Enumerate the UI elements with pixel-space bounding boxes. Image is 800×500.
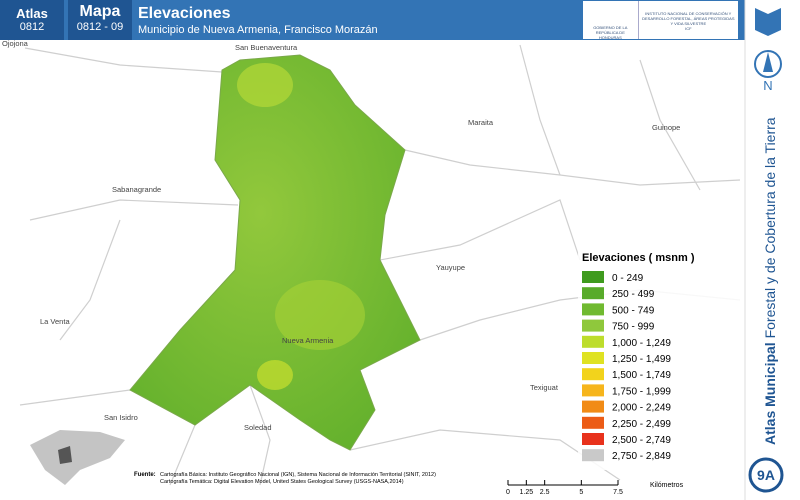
logo-right: INSTITUTO NACIONAL DE CONSERVACIÓN Y DES…: [637, 1, 738, 39]
place-label: Soledad: [244, 423, 272, 432]
atlas-label: Atlas: [16, 6, 48, 21]
legend-swatch: [582, 433, 604, 445]
source-line: Cartografía Temática: Digital Elevation …: [160, 479, 404, 485]
legend-swatch: [582, 352, 604, 364]
logo-right-text: INSTITUTO NACIONAL DE CONSERVACIÓN Y DES…: [642, 11, 735, 26]
page-number: 9A: [757, 467, 775, 483]
legend-label: 0 - 249: [612, 273, 644, 284]
legend-swatch: [582, 416, 604, 429]
logos: GOBIERNO DE LA REPÚBLICA DE HONDURAS INS…: [583, 1, 738, 40]
legend-label: 1,000 - 1,249: [612, 338, 671, 349]
legend-bg: [578, 248, 740, 470]
subtitle: Municipio de Nueva Armenia, Francisco Mo…: [138, 24, 378, 36]
source-label: Fuente:: [134, 472, 156, 478]
source-line: Cartografía Básica: Instituto Geográfico…: [160, 472, 436, 478]
map-label: Mapa: [79, 3, 121, 20]
legend-swatch: [582, 303, 604, 316]
header: Atlas 0812 Mapa 0812 - 09 Elevaciones Mu…: [0, 0, 745, 40]
inset: [30, 430, 125, 485]
legend-label: 2,250 - 2,499: [612, 419, 671, 430]
place-label: San Buenaventura: [235, 43, 298, 52]
title: Elevaciones: [138, 5, 231, 22]
scale-label: 7.5: [613, 489, 623, 496]
side-title-rest: Forestal y de Cobertura de la Tierra: [762, 117, 778, 338]
legend-label: 500 - 749: [612, 305, 655, 316]
place-label: Yauyupe: [436, 263, 465, 272]
legend-label: 2,500 - 2,749: [612, 435, 671, 446]
north-arrow: [763, 52, 773, 72]
atlas-box: Atlas 0812: [0, 0, 64, 40]
place-label: Maraita: [468, 118, 494, 127]
place-label: Sabanagrande: [112, 185, 161, 194]
book-icon: [755, 8, 781, 36]
page-badge: [748, 457, 784, 493]
north-label: N: [763, 78, 772, 93]
legend-label: 250 - 499: [612, 289, 655, 300]
legend-swatch: [582, 271, 604, 283]
legend-title: Elevaciones ( msnm ): [582, 252, 695, 264]
place-label: Ojojona: [2, 39, 29, 48]
legend-label: 1,250 - 1,499: [612, 354, 671, 365]
legend-swatch: [582, 368, 604, 381]
legend-label: 750 - 999: [612, 322, 655, 333]
legend-swatch: [582, 287, 604, 300]
highland: [237, 63, 293, 107]
highland: [257, 360, 293, 390]
place-label: Guinope: [652, 123, 680, 132]
legend-swatch: [582, 449, 604, 462]
place-label: San Isidro: [104, 413, 138, 422]
scale-label: 0: [506, 489, 510, 496]
legend-swatch: [582, 400, 604, 413]
logo-right-short: ICF: [685, 26, 692, 31]
legend-swatch: [582, 384, 604, 397]
side-title: Atlas Municipal Forestal y de Cobertura …: [762, 117, 778, 445]
municipality: [129, 54, 421, 451]
map-box: Mapa 0812 - 09: [68, 0, 132, 40]
legend-label: 1,500 - 1,749: [612, 370, 671, 381]
highland: [275, 280, 365, 350]
side-title-bold: Atlas Municipal: [762, 342, 778, 445]
legend-label: 2,750 - 2,849: [612, 451, 671, 462]
place-label: La Venta: [40, 317, 70, 326]
logo-left: GOBIERNO DE LA REPÚBLICA DE HONDURAS: [593, 25, 628, 40]
legend-label: 1,750 - 1,999: [612, 386, 671, 397]
scale-label: 1.25: [520, 489, 534, 496]
legend-label: 2,000 - 2,249: [612, 403, 671, 414]
atlas-code: 0812: [19, 21, 45, 33]
place-label: Nueva Armenia: [282, 336, 334, 345]
scale-label: 5: [579, 489, 583, 496]
place-label: Texiguat: [530, 383, 559, 392]
scale-unit: Kilómetros: [650, 482, 684, 489]
legend-swatch: [582, 319, 604, 332]
map-code: 0812 - 09: [76, 21, 124, 33]
legend-swatch: [582, 335, 604, 348]
scale-label: 2.5: [540, 489, 550, 496]
